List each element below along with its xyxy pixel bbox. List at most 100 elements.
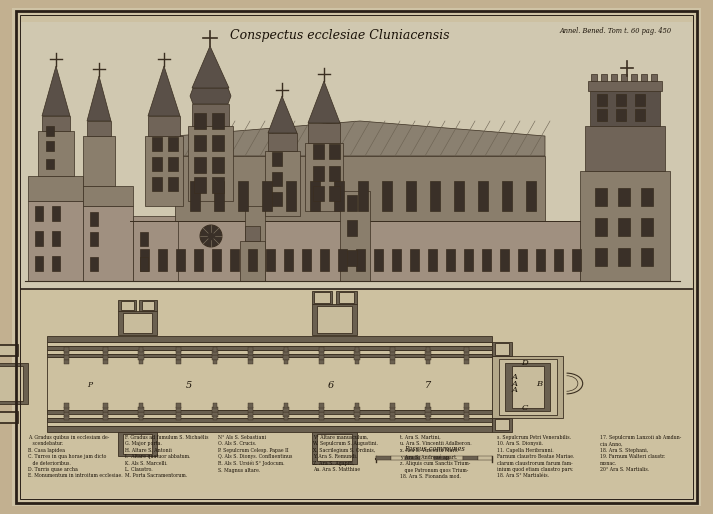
Bar [248, 249, 257, 271]
Bar [585, 126, 665, 171]
Bar [580, 171, 670, 281]
Text: Conspectus ecclesiae Cluniacensis: Conspectus ecclesiae Cluniacensis [230, 29, 450, 42]
Text: N° Als S. Sebastiani
O. Als S. Crucis.
P. Sepulcrum Celesp. Papae II
Q. Als S. D: N° Als S. Sebastiani O. Als S. Crucis. P… [218, 435, 292, 479]
Bar [305, 143, 343, 211]
Bar [320, 249, 329, 271]
Bar [0, 412, 16, 422]
Bar [121, 301, 134, 309]
Bar [572, 249, 581, 271]
Bar [0, 345, 16, 355]
Bar [262, 181, 272, 211]
Bar [339, 292, 354, 303]
Bar [0, 344, 19, 356]
Text: V° Altare manusculum,
W. Sepulcrum S. Augustini.
X. Sacrilegium S. Ordinis,
Y. A: V° Altare manusculum, W. Sepulcrum S. Au… [313, 435, 378, 479]
Bar [631, 74, 637, 81]
Bar [641, 218, 653, 236]
Bar [148, 116, 180, 136]
Bar [635, 109, 645, 121]
Bar [118, 432, 157, 456]
Bar [502, 181, 512, 211]
Polygon shape [308, 81, 340, 123]
Bar [28, 176, 83, 201]
Bar [512, 366, 544, 408]
Bar [635, 94, 645, 106]
Bar [597, 109, 607, 121]
Text: 17. Sepulcrum Lanzoii ab Amdun-
cia Anno,
18. Ara S. Stephani,
19. Farnum Walter: 17. Sepulcrum Lanzoii ab Amdun- cia Anno… [600, 435, 682, 479]
Bar [272, 152, 282, 166]
Bar [268, 133, 297, 151]
Bar [139, 300, 157, 311]
Bar [616, 109, 626, 121]
Bar [449, 456, 463, 461]
Bar [314, 292, 330, 303]
Bar [317, 306, 352, 333]
Bar [434, 456, 449, 461]
Bar [595, 248, 607, 266]
Bar [212, 135, 224, 151]
Bar [272, 192, 282, 206]
Bar [46, 126, 54, 136]
Bar [374, 249, 383, 271]
Bar [641, 74, 647, 81]
Bar [554, 249, 563, 271]
Bar [312, 432, 357, 464]
Bar [312, 291, 332, 304]
Bar [329, 186, 340, 201]
Bar [493, 342, 512, 356]
Bar [464, 249, 473, 271]
Bar [238, 181, 248, 211]
Bar [176, 249, 185, 271]
Bar [446, 249, 455, 271]
Bar [0, 411, 19, 423]
Bar [308, 123, 340, 143]
Bar [500, 249, 509, 271]
Bar [212, 177, 224, 193]
Bar [47, 345, 493, 350]
Bar [454, 181, 464, 211]
Bar [212, 249, 221, 271]
Bar [240, 241, 265, 281]
Bar [140, 249, 149, 271]
Bar [35, 231, 43, 246]
Bar [245, 206, 265, 281]
Bar [130, 221, 580, 281]
Text: A: A [512, 379, 518, 388]
Bar [0, 363, 28, 404]
Bar [597, 94, 607, 106]
Bar [90, 257, 98, 271]
Bar [47, 418, 493, 422]
Bar [358, 181, 368, 211]
Bar [499, 359, 557, 415]
Polygon shape [42, 66, 70, 116]
Text: P: P [87, 381, 92, 389]
Bar [621, 74, 627, 81]
Bar [21, 289, 692, 492]
Bar [312, 304, 357, 335]
Bar [140, 232, 148, 246]
Bar [140, 257, 148, 271]
Bar [329, 144, 340, 159]
Bar [382, 181, 392, 211]
Bar [194, 157, 206, 173]
Bar [46, 159, 54, 169]
Bar [392, 249, 401, 271]
Bar [495, 419, 509, 430]
Bar [52, 231, 60, 246]
Bar [588, 81, 662, 91]
Bar [47, 410, 493, 414]
Bar [46, 141, 54, 151]
Bar [286, 181, 296, 211]
Bar [212, 157, 224, 173]
Text: 7: 7 [425, 381, 431, 390]
Bar [83, 206, 133, 281]
Bar [302, 249, 311, 271]
Bar [35, 206, 43, 221]
Text: F. Gradus ad fumulum S. Michaëlis
G. Major porta.
H. Altare S. Antonii
I.  Altar: F. Gradus ad fumulum S. Michaëlis G. Maj… [125, 435, 208, 479]
Bar [52, 256, 60, 271]
Bar [410, 249, 419, 271]
Bar [133, 216, 178, 281]
Bar [601, 74, 607, 81]
Bar [310, 181, 320, 211]
Bar [518, 249, 527, 271]
Bar [463, 456, 478, 461]
